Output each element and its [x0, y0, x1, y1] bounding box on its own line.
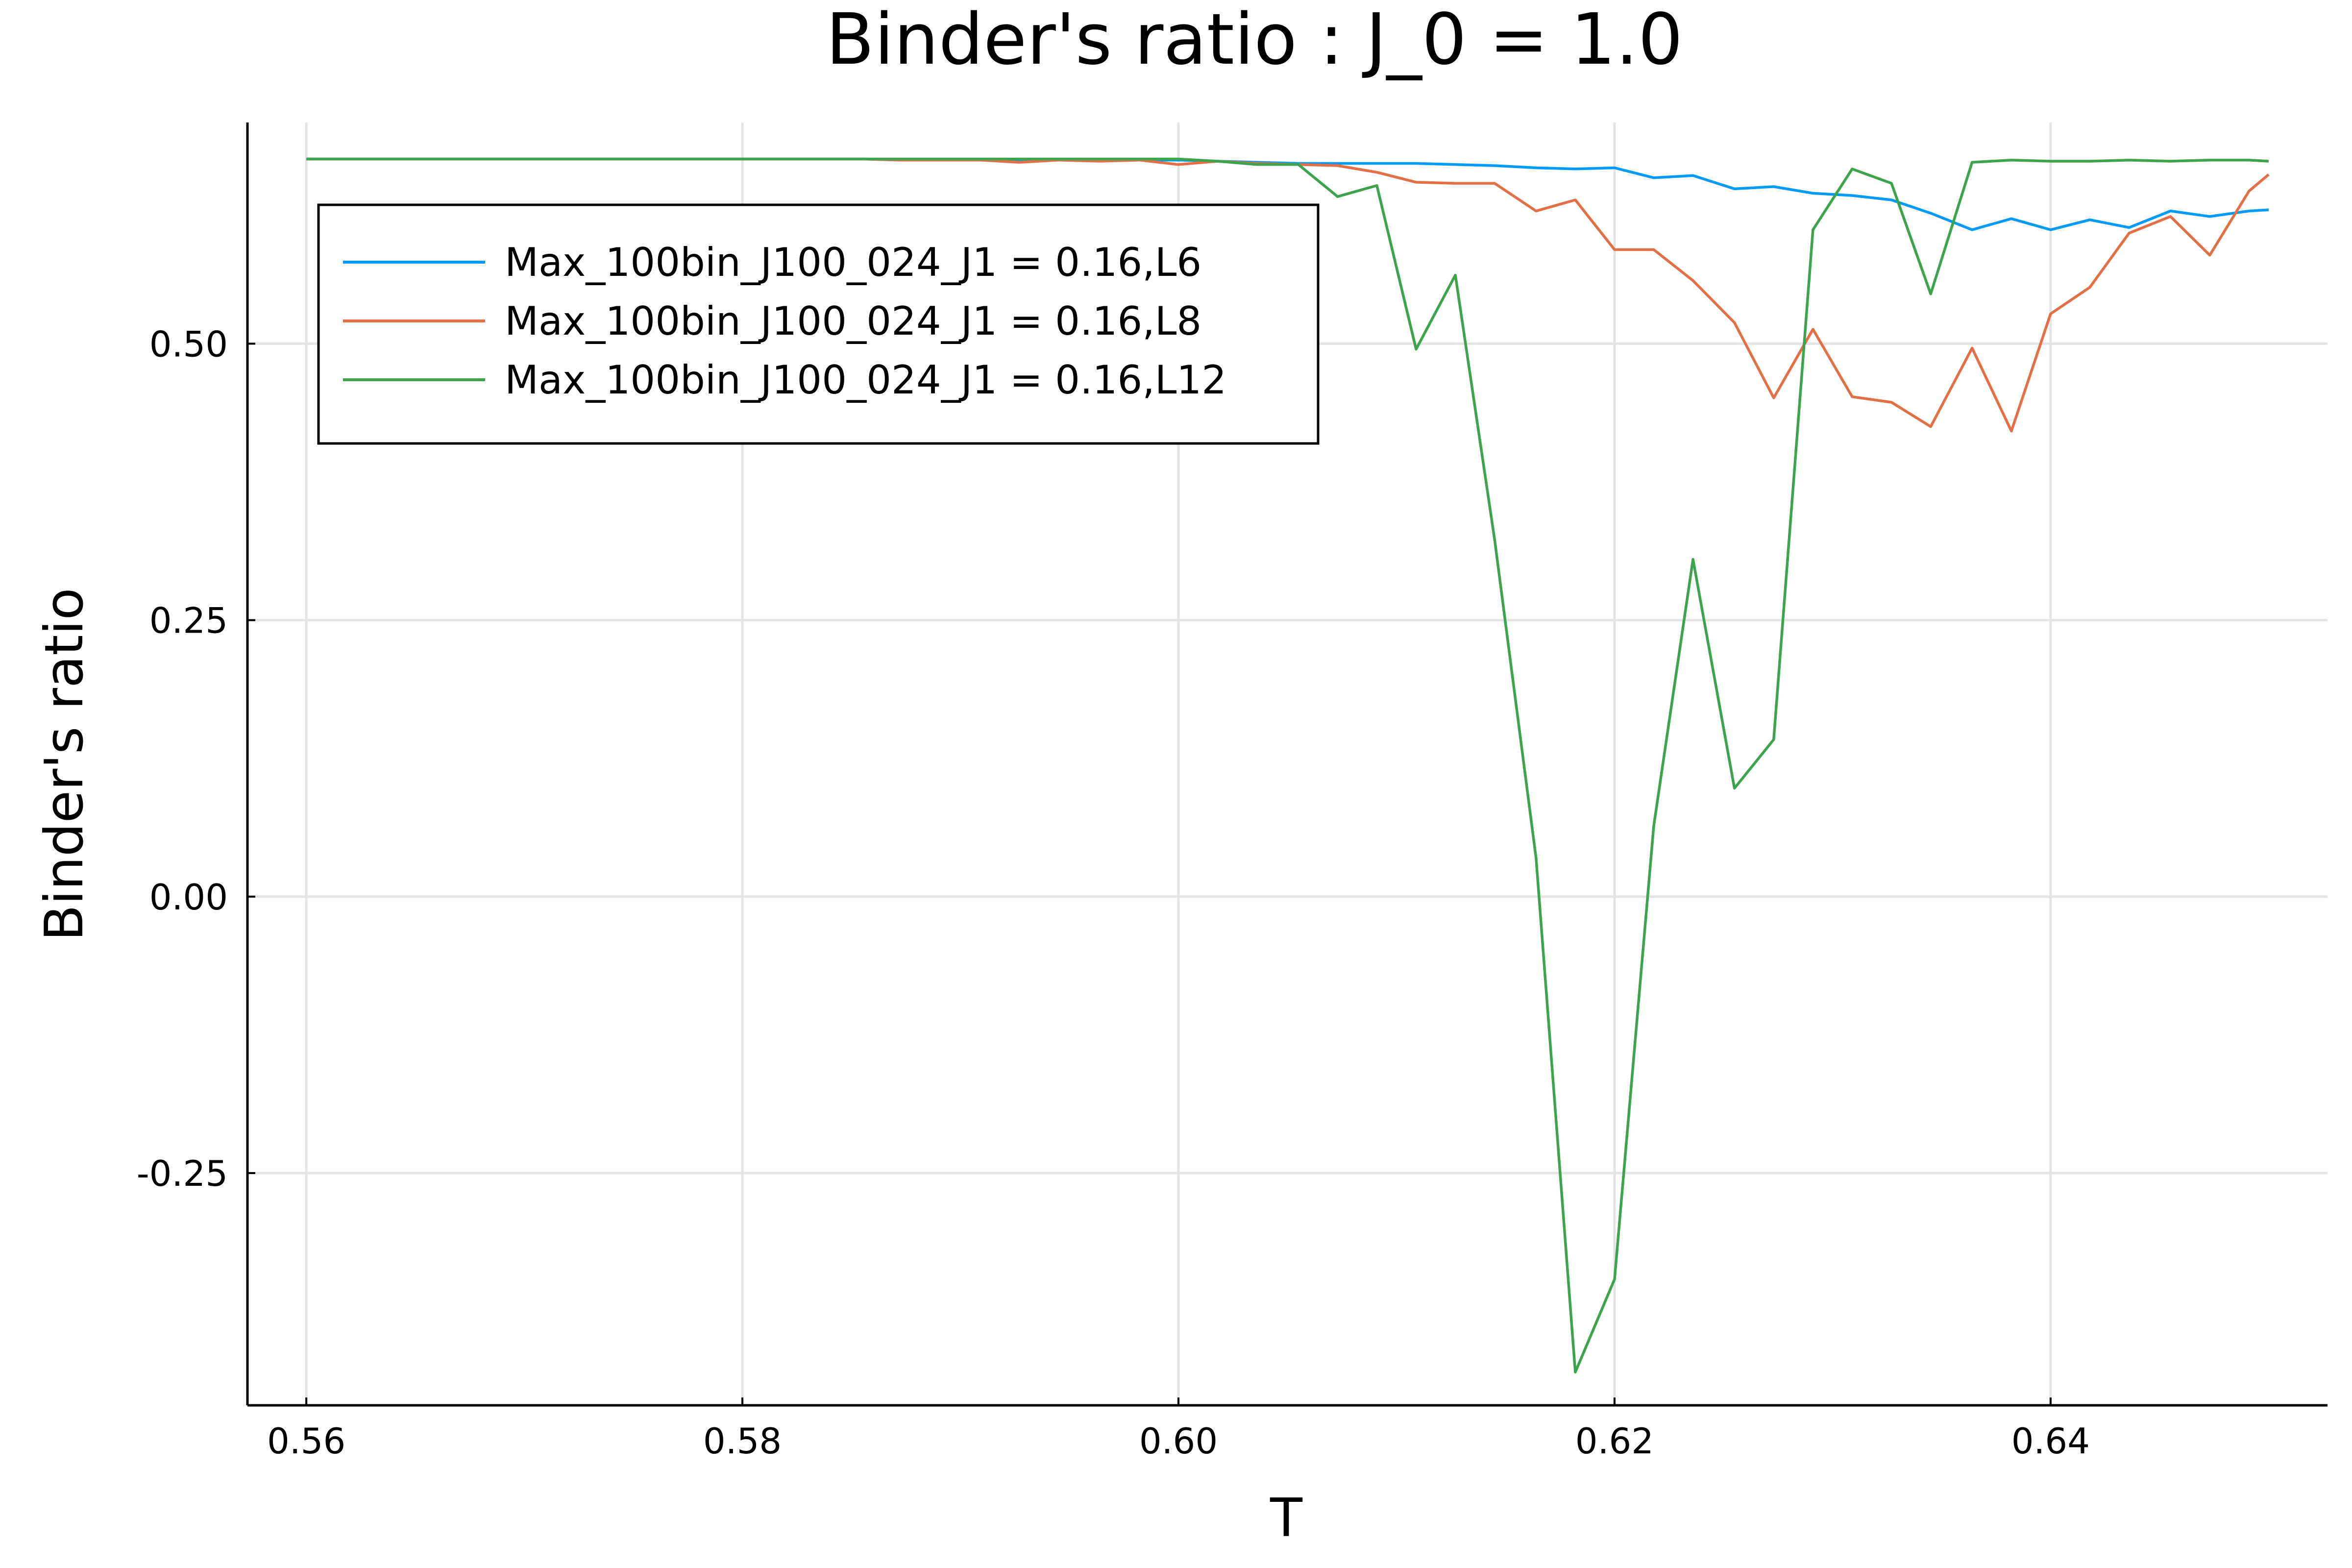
series-line-3	[306, 157, 2269, 1374]
y-axis-label: Binder's ratio	[34, 588, 95, 941]
x-tick-label: 0.56	[267, 1421, 345, 1462]
y-tick-label: 0.50	[149, 323, 228, 365]
legend-label: Max_100bin_J100_024_J1 = 0.16,L6	[505, 240, 1201, 285]
chart-title: Binder's ratio : J_0 = 1.0	[826, 0, 1683, 80]
legend-label: Max_100bin_J100_024_J1 = 0.16,L8	[505, 298, 1201, 344]
plot-lines	[306, 157, 2270, 1374]
legend-box	[317, 203, 1320, 445]
legend: Max_100bin_J100_024_J1 = 0.16,L6 Max_100b…	[317, 203, 1320, 445]
y-tick-label: 0.00	[149, 877, 228, 918]
x-axis-label: T	[1270, 1488, 1303, 1549]
axis-ticks: 0.56 0.58 0.60 0.62 0.64 0.50 0.25 0.00 -0.25	[137, 323, 2090, 1462]
x-tick-label: 0.62	[1575, 1421, 1654, 1462]
legend-label: Max_100bin_J100_024_J1 = 0.16,L12	[505, 357, 1226, 403]
y-tick-label: 0.25	[149, 600, 228, 641]
y-tick-label: -0.25	[137, 1153, 228, 1194]
x-tick-label: 0.60	[1139, 1421, 1218, 1462]
x-tick-label: 0.64	[2011, 1421, 2090, 1462]
x-tick-label: 0.58	[703, 1421, 782, 1462]
